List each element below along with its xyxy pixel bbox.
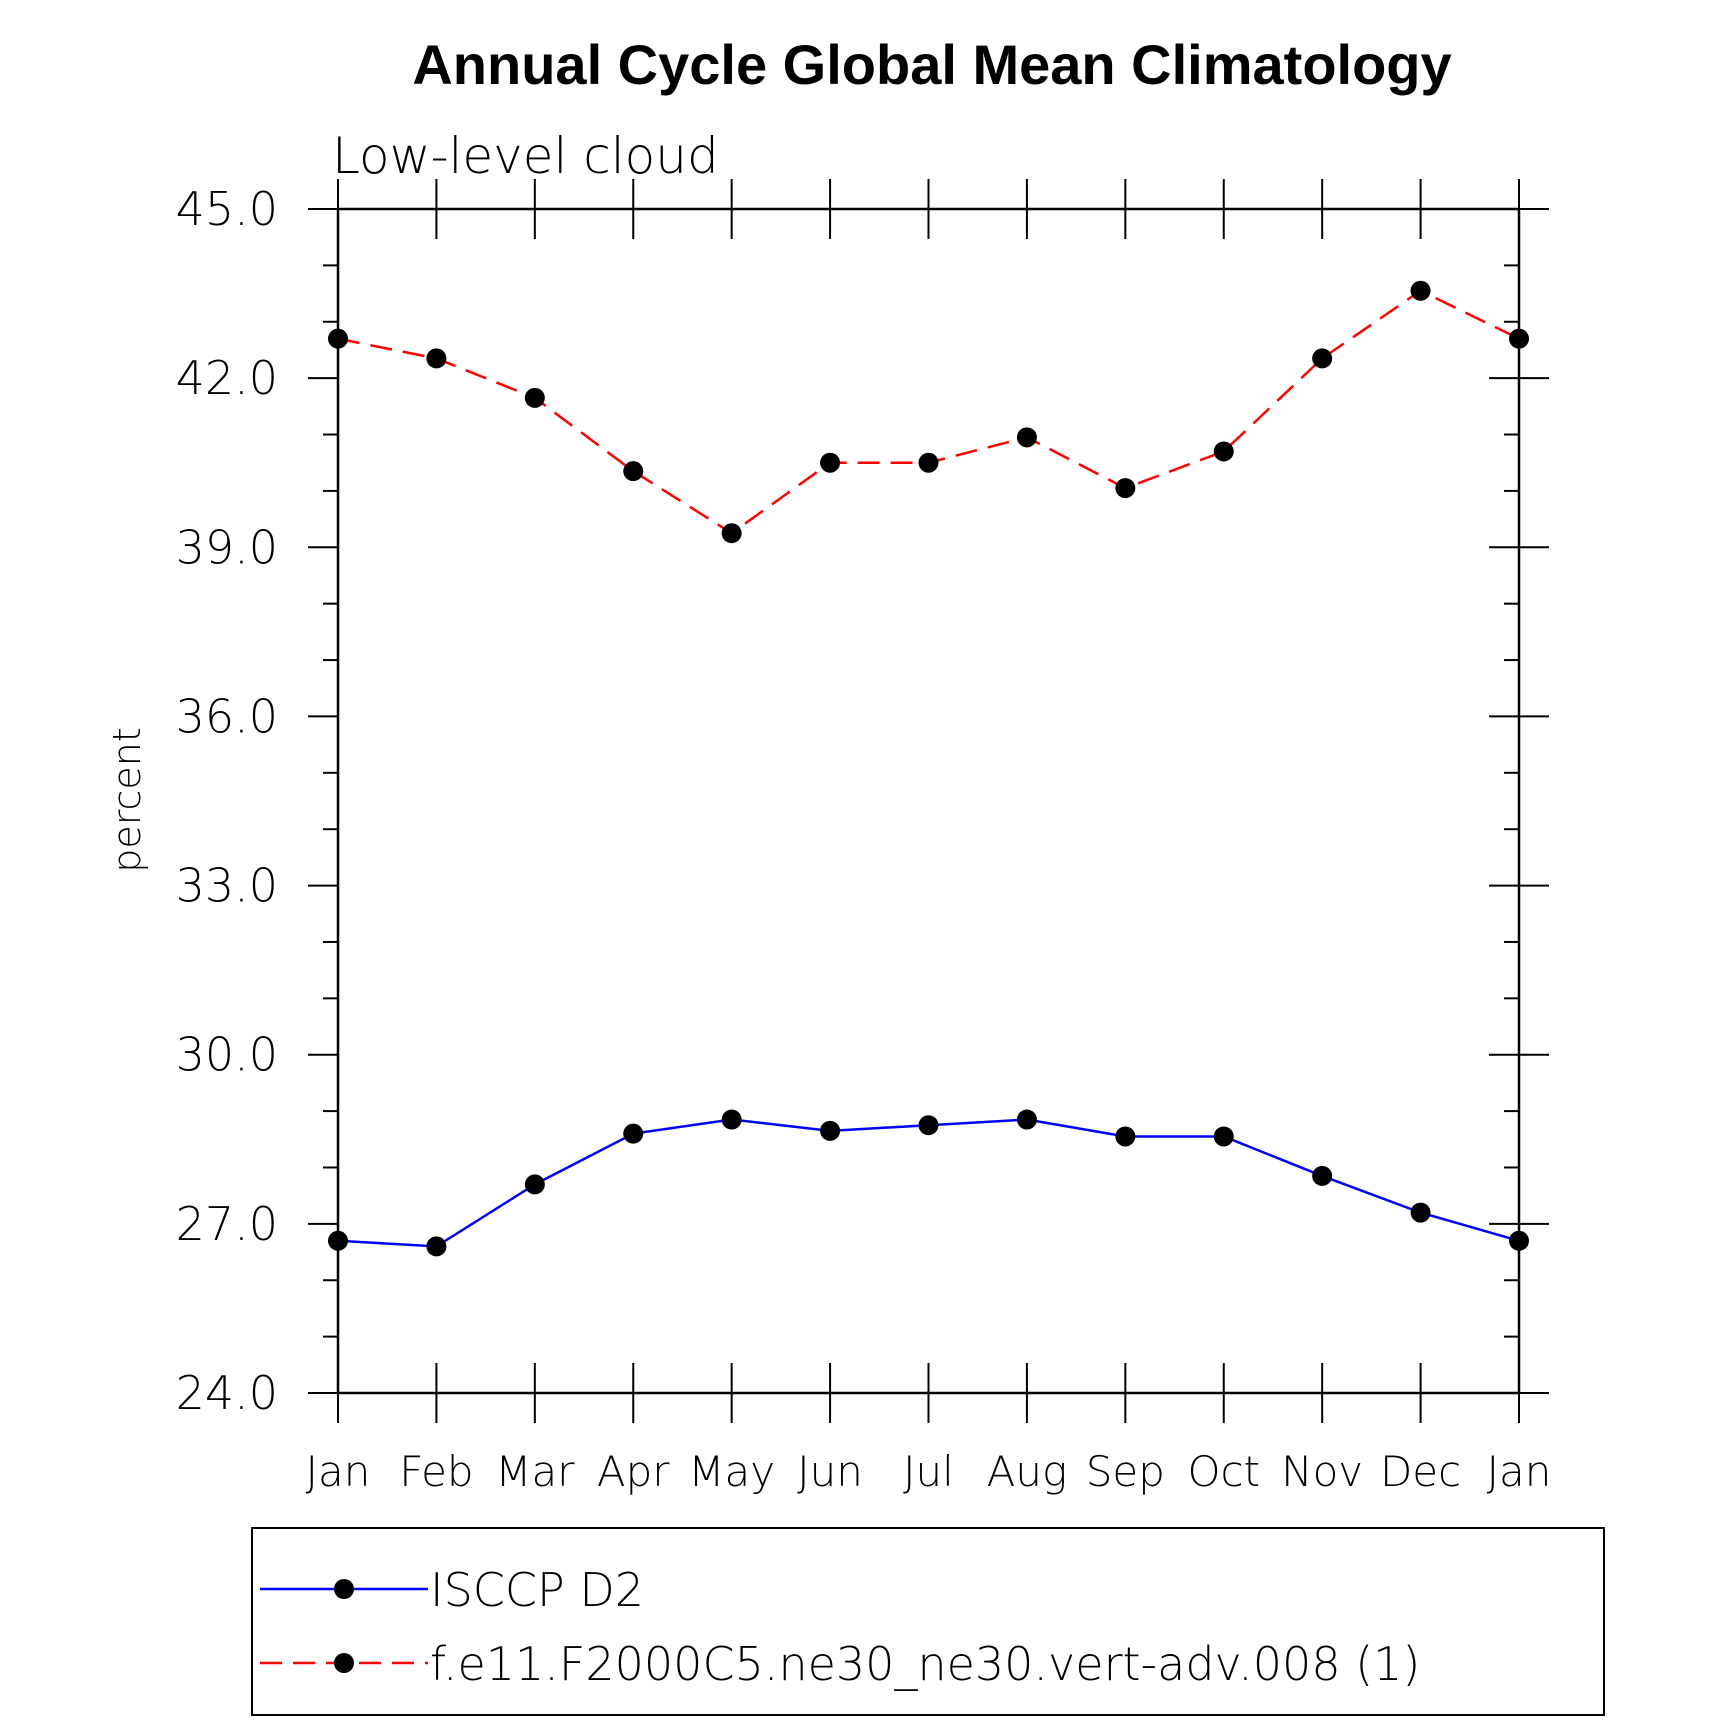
series-0 — [328, 1109, 1529, 1257]
data-point-0 — [721, 1109, 742, 1130]
data-point-0 — [524, 1174, 545, 1195]
data-point-0 — [1213, 1126, 1234, 1147]
data-point-1 — [623, 461, 644, 482]
data-point-0 — [426, 1236, 447, 1257]
x-tick-label: Aug — [987, 1447, 1068, 1496]
y-tick-label: 36.0 — [176, 689, 278, 743]
legend-label-1: f.e11.F2000C5.ne30_ne30.vert-adv.008 (1) — [430, 1637, 1420, 1691]
data-point-1 — [721, 523, 742, 544]
x-tick-label: May — [688, 1447, 775, 1496]
data-point-0 — [918, 1115, 939, 1136]
y-tick-label: 30.0 — [176, 1028, 278, 1082]
legend-marker-1 — [334, 1653, 354, 1673]
data-point-0 — [623, 1123, 644, 1144]
legend-marker-0 — [334, 1579, 354, 1599]
x-tick-label: Feb — [399, 1447, 473, 1496]
data-point-0 — [1509, 1230, 1529, 1251]
data-point-1 — [820, 452, 841, 473]
x-tick-label: Jan — [306, 1447, 371, 1496]
series-line-0 — [337, 1118, 1520, 1248]
x-tick-label: Mar — [495, 1447, 575, 1496]
x-tick-label: Jun — [797, 1447, 863, 1496]
data-point-1 — [1410, 280, 1431, 301]
y-tick-label: 33.0 — [176, 859, 278, 913]
series-layer — [328, 280, 1529, 1257]
data-point-1 — [1509, 328, 1529, 349]
y-tick-label: 39.0 — [176, 520, 278, 574]
x-tick-label: Nov — [1281, 1447, 1363, 1496]
data-point-1 — [1115, 478, 1136, 499]
y-axis-label: percent — [105, 727, 149, 873]
data-point-1 — [1312, 348, 1333, 369]
data-point-1 — [328, 328, 348, 349]
data-point-0 — [1115, 1126, 1136, 1147]
legend: ISCCP D2 f.e11.F2000C5.ne30_ne30.vert-adv… — [251, 1527, 1605, 1716]
chart-subtitle: Low-level cloud — [332, 127, 719, 185]
plot-frame — [336, 207, 1521, 1395]
legend-box — [251, 1527, 1605, 1716]
data-point-0 — [1016, 1109, 1037, 1130]
data-point-1 — [1213, 441, 1234, 462]
x-tick-label: Dec — [1380, 1447, 1461, 1496]
x-tick-label: Oct — [1187, 1447, 1260, 1496]
series-line-1 — [337, 289, 1520, 535]
chart-title: Annual Cycle Global Mean Climatology — [412, 33, 1451, 96]
y-tick-label: 27.0 — [176, 1197, 278, 1251]
y-tick-label: 45.0 — [176, 182, 278, 236]
series-1 — [328, 280, 1529, 544]
data-point-1 — [524, 387, 545, 408]
y-tick-label: 24.0 — [176, 1366, 278, 1420]
data-point-0 — [328, 1230, 348, 1251]
x-tick-label: Jan — [1487, 1447, 1552, 1496]
y-tick-label: 42.0 — [176, 351, 278, 405]
plot-axes: 24.0 27.0 30.0 33.0 36.0 39.0 42.0 45.0 Jan Feb Ma… — [176, 179, 1552, 1496]
x-tick-label: Apr — [597, 1447, 670, 1496]
data-point-1 — [1016, 427, 1037, 448]
data-point-0 — [820, 1120, 841, 1141]
legend-items: ISCCP D2 f.e11.F2000C5.ne30_ne30.vert-adv… — [260, 1563, 1420, 1691]
x-tick-label: Sep — [1086, 1447, 1165, 1496]
data-point-0 — [1410, 1202, 1431, 1223]
x-tick-label: Jul — [903, 1447, 954, 1496]
data-point-1 — [918, 452, 939, 473]
legend-label-0: ISCCP D2 — [430, 1563, 644, 1617]
data-point-1 — [426, 348, 447, 369]
data-point-0 — [1312, 1165, 1333, 1186]
